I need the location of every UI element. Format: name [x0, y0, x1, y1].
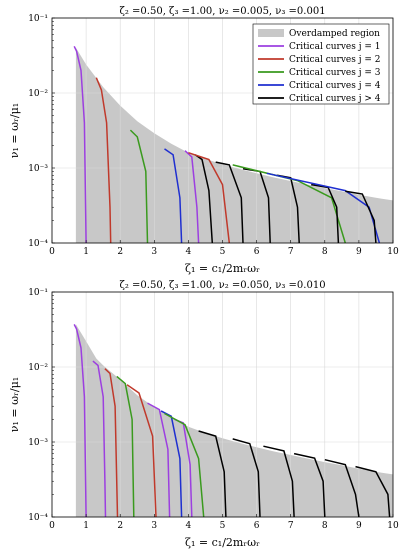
- critical-curve-11: [311, 183, 340, 244]
- x-tick-label: 7: [288, 247, 294, 257]
- critical-curve-10: [232, 164, 347, 244]
- x-tick-label: 3: [151, 247, 157, 257]
- critical-curve-0: [73, 324, 87, 518]
- critical-curve-5: [194, 154, 214, 244]
- x-tick-label: 6: [254, 247, 260, 257]
- x-tick-label: 5: [220, 247, 226, 257]
- x-tick-label: 0: [49, 247, 55, 257]
- critical-curve-11: [263, 445, 295, 518]
- critical-curve-8: [164, 412, 205, 518]
- chart-top: 0 1 2 3 4 5 6 7 8 9 10 10⁻⁴ 10⁻³ 10⁻² 10⁻¹ ζ₂ =0.50, ζ₃…: [8, 6, 399, 275]
- chart-bottom: 0 1 2 3 4 5 6 7 8 9 10 10⁻⁴ 10⁻³ 10⁻² 10⁻¹ ζ₂ =0.50, ζ₃…: [8, 280, 399, 549]
- y-tick-label: 10⁻²: [28, 363, 48, 373]
- critical-curve-2: [129, 129, 149, 244]
- x-tick-label: 0: [49, 521, 55, 531]
- critical-curve-7: [215, 161, 244, 244]
- critical-curve-4: [184, 150, 200, 244]
- y-tick-label: 10⁻²: [28, 89, 48, 99]
- legend-entry: Critical curves j > 4: [289, 94, 381, 104]
- legend-swatch-region: [258, 29, 284, 37]
- chart-title: ζ₂ =0.50, ζ₃ =1.00, ν₂ =0.050, ν₃ =0.010: [119, 280, 325, 291]
- x-tick-label: 6: [254, 521, 260, 531]
- x-tick-label: 1: [83, 247, 89, 257]
- critical-curve-10: [232, 438, 261, 518]
- overdamped-region: [75, 324, 394, 517]
- x-tick-label: 5: [220, 521, 226, 531]
- critical-curve-6: [188, 151, 231, 244]
- x-tick-label: 10: [387, 247, 399, 257]
- x-tick-label: 2: [117, 521, 123, 531]
- legend-entry: Critical curves j = 2: [289, 55, 381, 65]
- critical-curve-13: [324, 458, 360, 518]
- legend-entry: Critical curves j = 4: [289, 81, 381, 91]
- critical-curve-3: [164, 148, 183, 244]
- x-axis-label: ζ₁ = c₁/2mᵣωᵣ: [185, 262, 260, 275]
- y-axis-label: ν₁ = ωᵣ/μ₁: [8, 377, 21, 432]
- critical-curve-2: [104, 368, 119, 518]
- overdamped-region: [75, 47, 394, 243]
- x-tick-label: 8: [322, 521, 328, 531]
- critical-curve-14: [355, 465, 391, 518]
- y-tick-label: 10⁻³: [28, 438, 48, 448]
- critical-curve-12: [293, 452, 326, 518]
- legend-entry: Critical curves j = 1: [289, 42, 381, 52]
- critical-curve-13: [345, 190, 377, 244]
- critical-curve-0: [73, 45, 87, 244]
- critical-curve-1: [95, 77, 112, 244]
- x-tick-label: 2: [117, 247, 123, 257]
- x-tick-label: 4: [186, 521, 192, 531]
- legend-entry: Overdamped region: [289, 29, 380, 39]
- y-tick-label: 10⁻⁴: [28, 513, 48, 523]
- x-tick-label: 9: [356, 247, 362, 257]
- x-tick-label: 7: [288, 521, 294, 531]
- y-tick-label: 10⁻¹: [28, 288, 48, 298]
- critical-curve-5: [147, 402, 171, 518]
- x-tick-label: 10: [387, 521, 399, 531]
- critical-curve-4: [126, 384, 157, 518]
- critical-curve-9: [198, 430, 227, 518]
- legend-box: [252, 23, 390, 105]
- x-tick-label: 3: [151, 521, 157, 531]
- x-tick-label: 9: [356, 521, 362, 531]
- y-tick-label: 10⁻⁴: [28, 239, 48, 249]
- critical-curve-3: [116, 375, 135, 518]
- x-tick-label: 1: [83, 521, 89, 531]
- legend-entry: Critical curves j = 3: [289, 68, 381, 78]
- y-axis-label: ν₁ = ωᵣ/μ₁: [8, 103, 21, 158]
- x-tick-label: 8: [322, 247, 328, 257]
- critical-curve-1: [92, 360, 107, 518]
- y-tick-label: 10⁻³: [28, 164, 48, 174]
- chart-title: ζ₂ =0.50, ζ₃ =1.00, ν₂ =0.005, ν₃ =0.001: [119, 6, 325, 17]
- x-tick-label: 4: [186, 247, 192, 257]
- x-axis-label: ζ₁ = c₁/2mᵣωᵣ: [185, 536, 260, 549]
- y-tick-label: 10⁻¹: [28, 14, 48, 24]
